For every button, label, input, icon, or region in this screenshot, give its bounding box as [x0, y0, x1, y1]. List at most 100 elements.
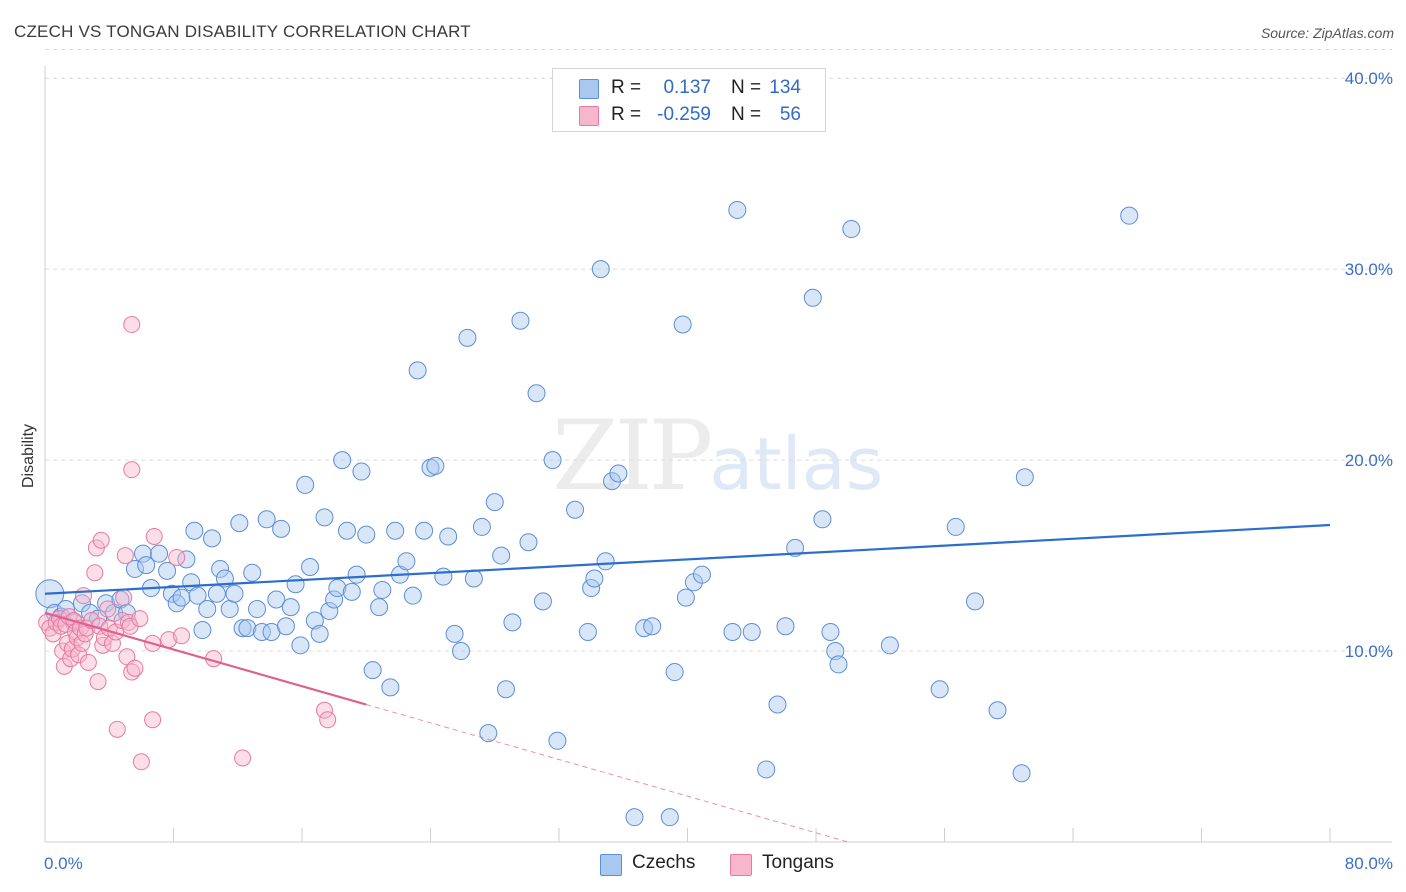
tongan-point [144, 711, 162, 729]
tongan-point [126, 659, 144, 677]
czech-point [408, 361, 427, 380]
czech-point [325, 590, 344, 609]
tongan-points [38, 316, 337, 771]
czech-point [426, 456, 445, 475]
tongan-point [115, 589, 133, 607]
czech-point [527, 384, 546, 403]
czech-point [188, 586, 207, 605]
czech-point [252, 622, 271, 641]
x-tick-label: 80.0% [1345, 854, 1393, 873]
czech-point [803, 288, 822, 307]
czech-point [821, 622, 840, 641]
y-tick-label: 10.0% [1345, 642, 1393, 661]
czech-point [946, 517, 965, 536]
y-tick-label: 20.0% [1345, 451, 1393, 470]
czech-point [257, 510, 276, 529]
tongan-r-value: -0.259 [657, 104, 711, 125]
axes [44, 66, 1392, 843]
czech-point [826, 642, 845, 661]
tongan-point [73, 634, 91, 652]
czech-point [492, 546, 511, 565]
czech-point [276, 617, 295, 636]
czech-point [445, 624, 464, 643]
tongan-point [92, 531, 110, 549]
czech-point [193, 621, 212, 640]
czech-point [373, 580, 392, 599]
y-axis-title: Disability [20, 424, 37, 488]
czech-point [723, 622, 742, 641]
czech-point [296, 475, 315, 494]
czech-point [158, 561, 177, 580]
czech-point [603, 472, 622, 491]
tongan-point [131, 610, 149, 628]
czech-point [337, 521, 356, 540]
czech-point [397, 552, 416, 571]
czech-point [162, 584, 181, 603]
czech-point [415, 521, 434, 540]
legend-row-tongans: R = -0.259 N = 56 [553, 102, 825, 128]
tongan-point [168, 548, 186, 566]
czech-point [434, 567, 453, 586]
czech-point [472, 517, 491, 536]
czech-point [238, 619, 257, 638]
czech-point [578, 622, 597, 641]
czech-point [333, 451, 352, 470]
tongan-point [319, 711, 337, 729]
legend-row-czechs: R = 0.137 N = 134 [553, 75, 825, 101]
czech-point [133, 544, 152, 563]
legend-czechs-label: Czechs [632, 852, 696, 873]
czech-point [267, 590, 286, 609]
czech-point [328, 579, 347, 598]
czech-point [452, 642, 471, 661]
czech-point [347, 565, 366, 584]
czech-point [988, 701, 1007, 720]
czech-point [272, 519, 291, 538]
czech-point [207, 584, 226, 603]
y-tick-label: 40.0% [1345, 69, 1393, 88]
czech-point [813, 510, 832, 529]
x-tick-label: 0.0% [44, 854, 83, 873]
czech-point [1015, 468, 1034, 487]
czech-point [511, 311, 530, 330]
legend-tongans-label: Tongans [762, 852, 834, 873]
czech-point [479, 724, 498, 743]
czech-point [167, 594, 186, 613]
tongan-point [145, 527, 163, 545]
czech-point [310, 624, 329, 643]
czech-point [582, 579, 601, 598]
tongan-n-value: 56 [779, 104, 801, 125]
chart-title: CZECH VS TONGAN DISABILITY CORRELATION C… [14, 22, 471, 41]
tongan-trend-extension [366, 704, 849, 843]
czech-point [742, 622, 761, 641]
tongan-point [75, 587, 93, 605]
czech-point [930, 680, 949, 699]
czech-point [403, 586, 422, 605]
czech-point [220, 600, 239, 619]
correlation-legend: R = 0.137 N = 134 R = -0.259 N = 56 [552, 68, 826, 132]
czech-point [233, 619, 252, 638]
tongan-point [103, 634, 121, 652]
czech-point [458, 328, 477, 347]
czech-point [692, 565, 711, 584]
czech-point [342, 582, 361, 601]
tongan-point [89, 673, 107, 691]
tick-labels: 10.0% 20.0% 30.0% 40.0% 0.0% 80.0% [44, 69, 1393, 873]
czech-point [172, 588, 191, 607]
czech-point [591, 260, 610, 279]
tongan-trend-line [44, 611, 367, 706]
tongan-point [173, 627, 191, 645]
czech-point [363, 661, 382, 680]
czech-point [533, 592, 552, 611]
czech-point [320, 601, 339, 620]
watermark: ZIPatlas [552, 400, 883, 512]
czech-point [496, 680, 515, 699]
czech-point [625, 808, 644, 827]
watermark-zip: ZIP [552, 400, 713, 512]
y-tick-label: 30.0% [1345, 260, 1393, 279]
czech-point [768, 695, 787, 714]
czech-point [519, 533, 538, 552]
czech-point [439, 527, 458, 546]
czech-point [386, 521, 405, 540]
czech-point [291, 636, 310, 655]
r-label: R = [611, 77, 642, 98]
